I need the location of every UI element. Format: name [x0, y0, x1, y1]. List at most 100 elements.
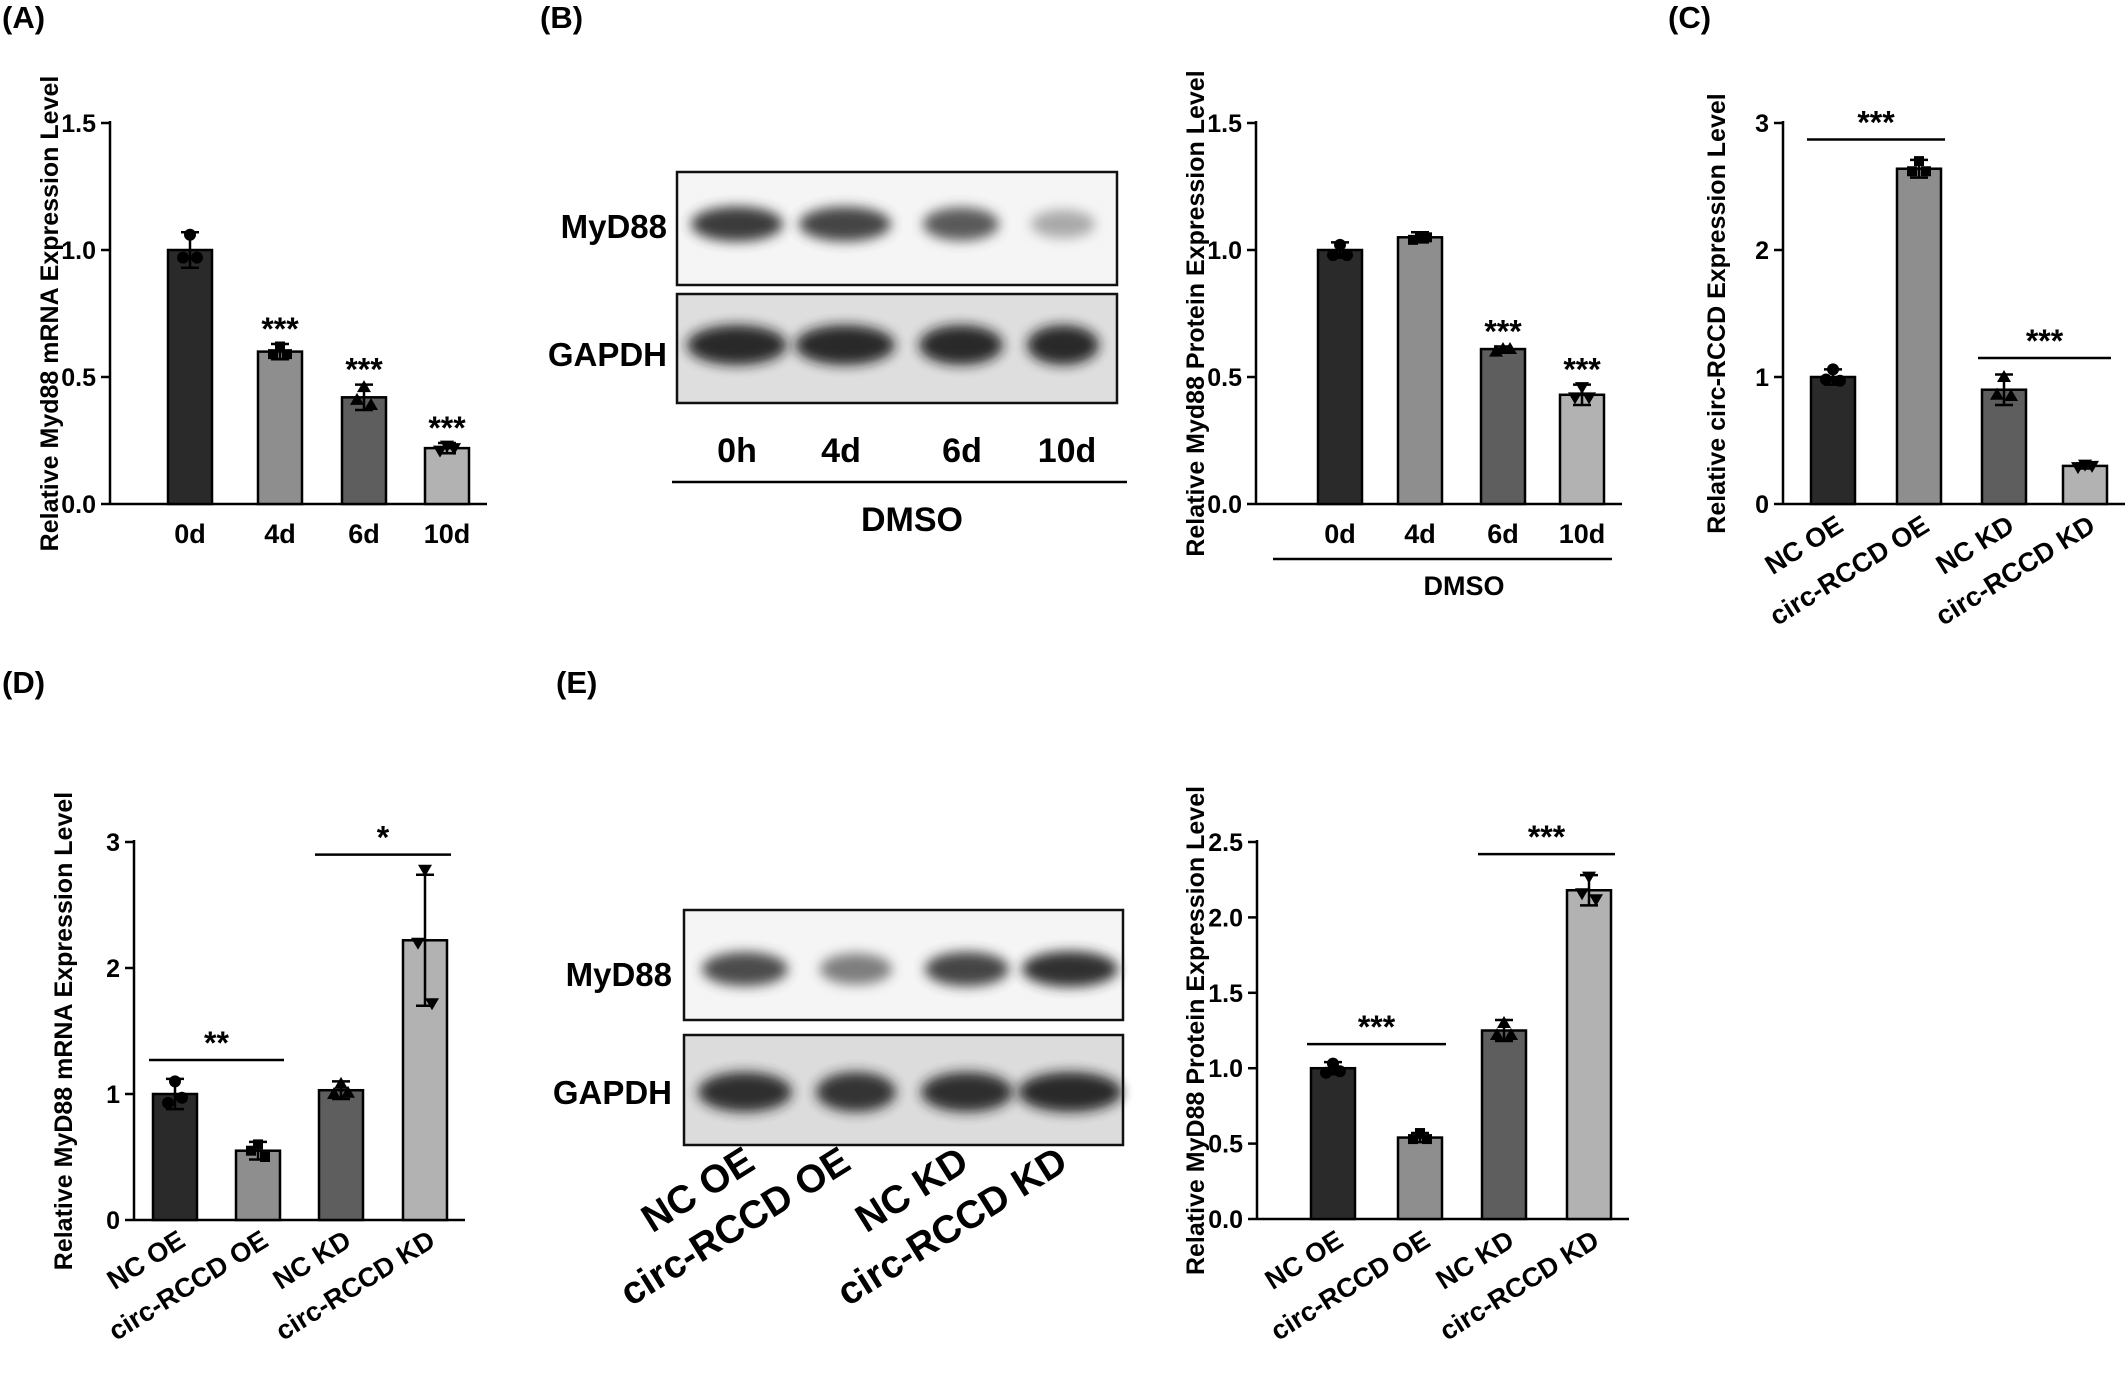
data-point	[357, 380, 371, 393]
gapdh-band	[1018, 1072, 1122, 1112]
data-point	[2085, 460, 2099, 473]
data-point	[1497, 1015, 1511, 1028]
gapdh-band	[698, 1072, 792, 1112]
data-point	[1415, 232, 1425, 243]
x-category-label: 6d	[1487, 519, 1519, 549]
gapdh-band	[795, 325, 895, 365]
y-tick-label: 1.5	[1207, 110, 1242, 138]
y-tick-label: 0	[1755, 491, 1769, 519]
myd88-band	[820, 953, 892, 985]
bar-circ-rccd-oe	[234, 1149, 282, 1222]
y-tick-label: 0.5	[1208, 1131, 1243, 1159]
bar-circ-rccd-kd	[2061, 464, 2109, 506]
bar-circ-rccd-kd	[1565, 889, 1613, 1221]
data-point	[191, 251, 203, 264]
significance-marker: ***	[2026, 323, 2064, 359]
x-category-label: 10d	[424, 519, 471, 549]
y-tick-label: 0	[106, 1207, 120, 1235]
data-point	[1408, 234, 1418, 245]
data-point	[1422, 1134, 1432, 1145]
western-blot-b: MyD88 GAPDH 0h 4d 6d 10d DMSO	[548, 170, 1127, 539]
gapdh-band	[687, 325, 787, 365]
y-axis-label: Relative circ-RCCD Expression Level	[1703, 93, 1731, 533]
data-point	[253, 1139, 263, 1150]
data-point	[350, 392, 364, 405]
significance-marker: ***	[1563, 352, 1601, 388]
x-category-label: 4d	[1404, 519, 1436, 549]
data-point	[1422, 232, 1432, 243]
data-point	[177, 251, 189, 264]
blot-b-row-label-gapdh: GAPDH	[548, 336, 667, 373]
blot-e-row-label-myd88: MyD88	[566, 956, 672, 993]
data-point	[1489, 344, 1503, 357]
data-point	[433, 445, 447, 458]
bar-nc-kd	[1480, 1029, 1528, 1221]
blot-b-lane-10d: 10d	[1038, 432, 1097, 470]
data-point	[1575, 382, 1589, 395]
panel-label-e: (E)	[556, 665, 597, 700]
y-axis-label: Relative MyD88 mRNA Expression Level	[50, 792, 78, 1270]
data-point	[1334, 1065, 1346, 1078]
data-point	[1415, 1128, 1425, 1139]
data-point	[1907, 166, 1917, 177]
significance-marker: ***	[261, 311, 299, 347]
y-tick-label: 0.5	[1207, 364, 1242, 392]
x-category-label: 6d	[348, 519, 380, 549]
data-point	[1589, 894, 1603, 907]
chart-d-myd88-mrna: 0 1 2 3 Relative MyD88 mRNA Expression Level…	[50, 792, 465, 1346]
myd88-band	[702, 951, 788, 987]
data-point	[1582, 871, 1596, 884]
significance-marker: ***	[1358, 1009, 1396, 1045]
data-point	[260, 1152, 270, 1162]
bar-0d	[1316, 248, 1364, 506]
data-point	[176, 1091, 188, 1104]
blot-b-lane-4d: 4d	[821, 432, 861, 470]
blot-b-row-label-myd88: MyD88	[561, 208, 667, 245]
myd88-band	[691, 206, 783, 242]
y-tick-label: 1.5	[1208, 980, 1243, 1008]
gapdh-band	[919, 325, 1003, 365]
significance-marker: ***	[345, 352, 383, 388]
bar-circ-rccd-oe	[1396, 1136, 1444, 1221]
data-point	[418, 864, 432, 877]
data-point	[447, 443, 461, 456]
data-point	[1827, 363, 1839, 376]
data-point	[2004, 389, 2018, 402]
data-point	[1327, 249, 1339, 262]
panel-label-c: (C)	[1668, 0, 1711, 35]
y-tick-label: 0.0	[61, 491, 96, 519]
x-category-label: 0d	[174, 519, 206, 549]
significance-marker: ***	[1857, 105, 1895, 141]
significance-marker: ***	[1528, 819, 1566, 855]
data-point	[282, 349, 292, 360]
myd88-band	[799, 206, 891, 242]
y-tick-label: 2	[1755, 237, 1769, 265]
data-point	[2071, 462, 2085, 475]
y-tick-label: 0.0	[1208, 1206, 1243, 1234]
x-category-label: 4d	[264, 519, 296, 549]
data-point	[1582, 392, 1596, 405]
data-point	[275, 341, 285, 352]
bar-10d	[423, 446, 471, 506]
y-tick-label: 1.0	[1207, 237, 1242, 265]
x-category-label: 10d	[1559, 519, 1606, 549]
y-tick-label: 1	[1755, 364, 1769, 392]
data-point	[268, 349, 278, 360]
y-tick-label: 1.5	[61, 110, 96, 138]
data-point	[1820, 373, 1832, 386]
data-point	[334, 1076, 348, 1089]
x-category-label: 0d	[1324, 519, 1356, 549]
data-point	[425, 998, 439, 1011]
y-tick-label: 3	[106, 829, 120, 857]
significance-marker: *	[377, 820, 390, 856]
data-point	[364, 397, 378, 410]
y-tick-label: 1.0	[61, 237, 96, 265]
y-axis-label: Relative MyD88 Protein Expression Level	[1182, 786, 1210, 1275]
y-axis-label: Relative Myd88 mRNA Expression Level	[36, 76, 64, 552]
gapdh-band	[1027, 325, 1099, 365]
bar-nc-oe	[1309, 1066, 1357, 1221]
myd88-band	[1022, 951, 1118, 987]
